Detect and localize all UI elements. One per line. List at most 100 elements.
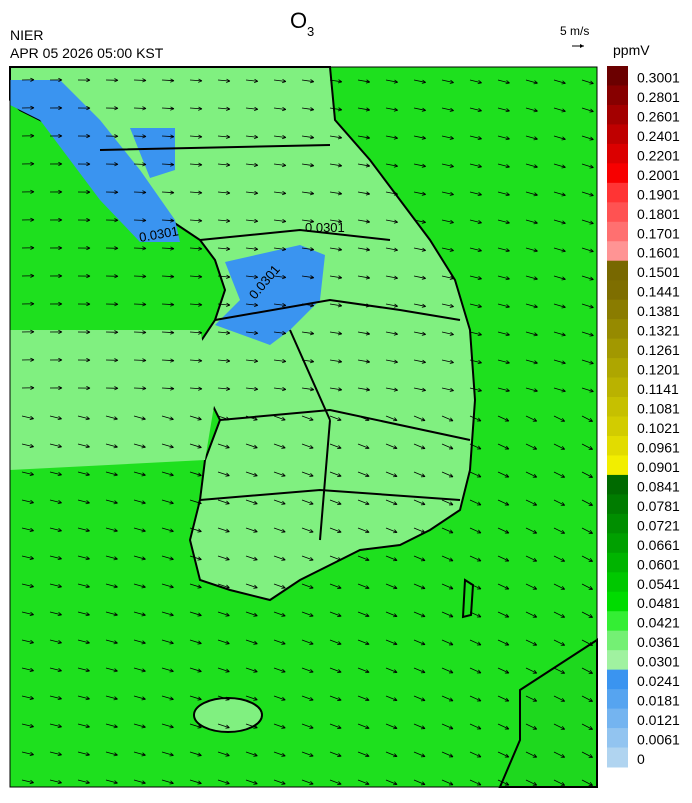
wind-arrow [469,499,482,506]
wind-arrow [161,218,175,223]
wind-arrow [189,78,203,83]
wind-arrow [245,162,259,167]
wind-arrow [133,162,147,167]
wind-arrow [469,387,482,393]
legend-unit: ppmV [613,42,650,58]
wind-arrow [49,133,63,139]
wind-arrow [161,779,174,785]
colorbar-label: 0.1801 [637,206,680,222]
title-subscript: 3 [307,24,314,39]
wind-arrow [553,471,566,478]
wind-arrow [105,218,119,223]
wind-arrow [273,191,287,196]
wind-arrow [469,611,482,618]
wind-arrow [497,527,510,534]
colorbar-label: 0.0661 [637,537,680,553]
wind-arrow [77,162,91,167]
wind-arrow [497,583,510,590]
wind-arrow [217,639,230,645]
wind-arrow [469,79,482,85]
wind-arrow [161,443,174,449]
wind-arrow [133,751,146,757]
colorbar-box [607,494,628,515]
wind-arrow [217,443,230,449]
wind-arrow [357,163,371,168]
wind-arrow [469,303,482,309]
wind-arrow [245,667,258,673]
colorbar-label: 0.0721 [637,517,680,533]
wind-arrow [329,499,342,505]
wind-arrow [161,583,174,589]
wind-arrow [357,331,371,336]
wind-arrow [217,723,230,729]
wind-arrow [105,695,118,701]
colorbar-label: 0.1021 [637,420,680,436]
wind-arrow [217,302,231,307]
wind-arrow [245,78,259,83]
wind-arrow [357,275,371,280]
wind-arrow [49,723,62,729]
wind-arrow [21,667,34,672]
wind-arrow [21,415,34,420]
wind-arrow [469,695,482,702]
wind-arrow [21,301,35,306]
wind-arrow [133,246,147,251]
wind-arrow [21,583,34,588]
wind-arrow [189,583,202,589]
wind-arrow [161,78,175,83]
wind-arrow [273,107,287,112]
wind-arrow [357,779,370,786]
wind-arrow [357,751,370,758]
wind-arrow [329,527,342,533]
wind-arrow [413,471,426,478]
wind-arrow [553,667,566,674]
wind-arrow [441,639,454,646]
wind-arrow [161,499,174,505]
wind-arrow [301,751,314,757]
wind-arrow [357,527,370,534]
wind-arrow [497,695,510,702]
wind-arrow [105,106,119,111]
wind-arrow [581,555,594,562]
light-zone [10,330,215,470]
wind-arrow [525,387,538,393]
wind-arrow [21,105,35,110]
wind-arrow [21,779,34,784]
wind-arrow [217,106,231,111]
colorbar-label: 0.1441 [637,284,680,300]
colorbar-label: 0.2001 [637,167,680,183]
wind-arrow [497,555,510,562]
wind-arrow [329,415,342,421]
wind-arrow [413,163,426,168]
wind-arrow [77,386,91,391]
wind-arrow [553,359,566,365]
wind-arrow [161,639,174,645]
wind-arrow [21,385,35,390]
wind-arrow [525,695,538,702]
wind-arrow [469,331,482,337]
wind-arrow [469,471,482,478]
wind-arrow [553,751,566,758]
colorbar-box [607,455,628,476]
wind-arrow [133,471,146,477]
wind-arrow [105,555,118,561]
wind-arrow [105,751,118,757]
wind-arrow [357,219,371,224]
wind-arrow [413,611,426,618]
wind-arrow [329,695,342,701]
wind-arrow [49,611,62,617]
wind-arrow [189,246,203,251]
wind-arrow [245,779,258,785]
wind-arrow [357,723,370,730]
wind-arrow [77,639,90,645]
wind-arrow [357,611,370,618]
wind-arrow [413,779,426,786]
wind-arrow [469,555,482,562]
wind-arrow [49,273,63,279]
wind-arrow [133,415,146,421]
wind-arrow [161,471,174,477]
wind-arrow [329,219,343,224]
wind-arrow [217,415,230,421]
contour-label: 0.0301 [138,223,180,245]
colorbar-box [607,747,628,768]
